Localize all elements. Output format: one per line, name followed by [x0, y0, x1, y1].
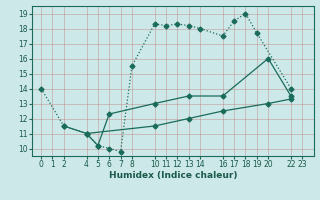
- X-axis label: Humidex (Indice chaleur): Humidex (Indice chaleur): [108, 171, 237, 180]
